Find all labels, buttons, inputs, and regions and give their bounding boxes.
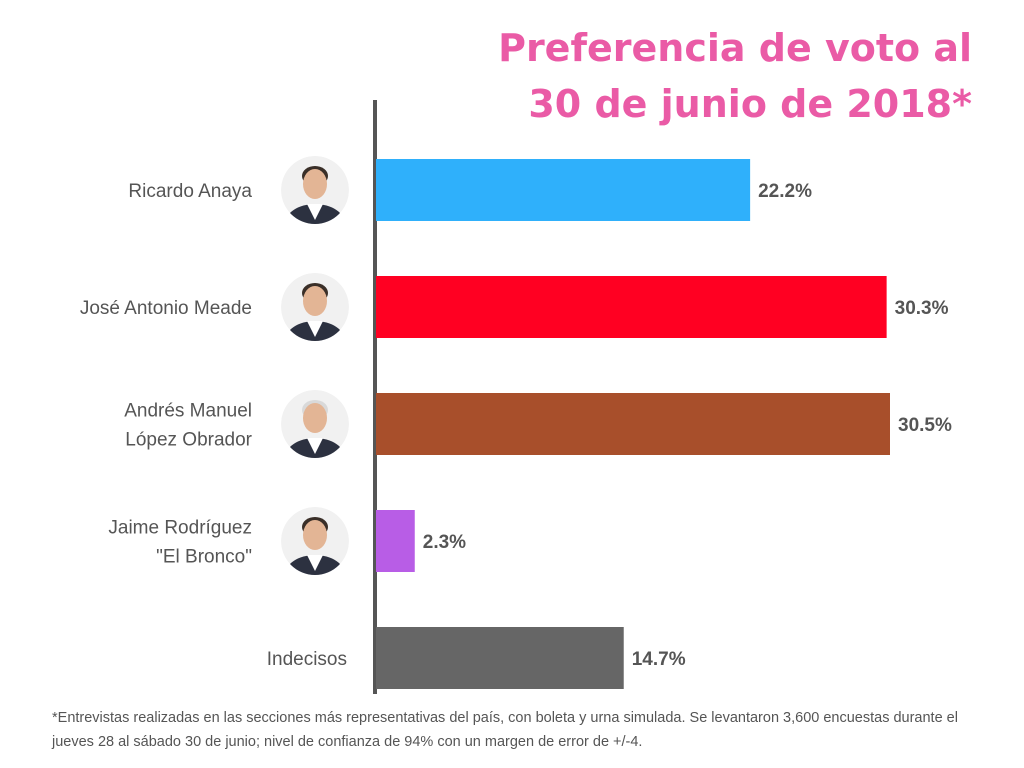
value-label-2: 30.5% bbox=[898, 415, 952, 436]
value-label-0: 22.2% bbox=[758, 181, 812, 202]
bar-3 bbox=[376, 510, 415, 572]
chart-title-line-1: Preferencia de voto al bbox=[498, 26, 972, 70]
category-label-1-0: José Antonio Meade bbox=[80, 298, 252, 319]
value-label-4: 14.7% bbox=[632, 649, 686, 670]
value-label-3: 2.3% bbox=[423, 532, 466, 553]
chart-title-line-2: 30 de junio de 2018* bbox=[528, 82, 972, 126]
footnote: *Entrevistas realizadas en las secciones… bbox=[52, 710, 958, 750]
category-label-2-1: López Obrador bbox=[125, 430, 252, 451]
bar-chart: 22.2% Ricardo Anaya 30.3% José Antonio Mead… bbox=[80, 100, 952, 694]
category-label-3-0: Jaime Rodríguez bbox=[108, 518, 252, 539]
candidate-photo-3 bbox=[281, 507, 349, 575]
bar-4 bbox=[376, 627, 624, 689]
category-label-3-1: "El Bronco" bbox=[156, 547, 252, 568]
chart-title: Preferencia de voto al 30 de junio de 20… bbox=[498, 20, 972, 132]
category-label-4-0: Indecisos bbox=[267, 649, 347, 670]
candidate-photo-2 bbox=[281, 390, 349, 458]
candidate-photo-0 bbox=[281, 156, 349, 224]
bar-2 bbox=[376, 393, 890, 455]
value-label-1: 30.3% bbox=[895, 298, 949, 319]
bar-1 bbox=[376, 276, 887, 338]
bar-0 bbox=[376, 159, 751, 221]
category-label-2-0: Andrés Manuel bbox=[124, 401, 252, 422]
candidate-photo-1 bbox=[281, 273, 349, 341]
category-label-0-0: Ricardo Anaya bbox=[128, 181, 252, 202]
